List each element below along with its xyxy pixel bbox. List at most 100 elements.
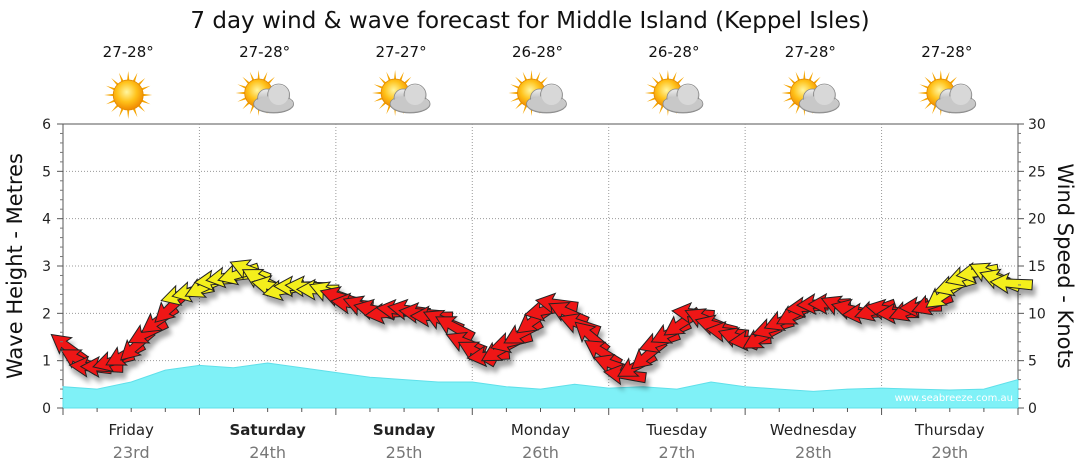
temperature-range: 27-27° [376, 43, 427, 61]
sun-ray [111, 78, 120, 86]
temperature-range: 27-28° [785, 43, 836, 61]
day-labels: Friday 23rd Saturday 24th Sunday 25th Monday 26… [108, 421, 984, 462]
day-date: 29th [931, 443, 968, 462]
day-date: 25th [386, 443, 423, 462]
sun-ray [386, 104, 392, 115]
sun-ray [919, 96, 930, 102]
sun-ray [932, 71, 937, 82]
sun-ray [398, 71, 404, 82]
sun-icon [104, 71, 153, 119]
weather-day: 26-28° [508, 43, 567, 116]
sun-ray [812, 76, 821, 85]
wind-series [50, 259, 1034, 386]
sun-ray [530, 70, 533, 81]
sun-ray [788, 76, 796, 85]
sun-cloud-icon [508, 70, 567, 116]
weather-day: 27-27° [372, 43, 431, 116]
cloud-fill [814, 85, 835, 105]
day-name: Friday [108, 421, 154, 439]
cloud-shape [526, 83, 567, 114]
sun-cloud-icon [781, 70, 840, 116]
left-tick-label: 6 [42, 117, 51, 133]
sun-ray [267, 76, 275, 85]
sun-ray [949, 76, 957, 85]
sun-ray [522, 71, 528, 82]
sun-ray [932, 104, 937, 115]
right-tick-label: 0 [1028, 401, 1037, 417]
cloud-fill [950, 85, 971, 105]
sun-cloud-icon [917, 70, 977, 116]
right-tick-label: 20 [1028, 212, 1046, 228]
sun-ray [262, 71, 268, 82]
weather-day: 27-28° [917, 43, 977, 116]
sun-ray [127, 71, 130, 82]
sun-ray [788, 101, 796, 110]
weather-day: 27-28° [781, 43, 840, 116]
watermark: www.seabreeze.com.au [895, 393, 1013, 404]
wind-arrow [435, 316, 476, 343]
sun-ray [235, 91, 246, 95]
right-tick-label: 5 [1028, 354, 1037, 370]
sun-ray [917, 91, 928, 95]
temperature-range: 26-28° [512, 43, 563, 61]
sun-ray [137, 104, 146, 112]
day-name: Saturday [229, 421, 306, 439]
sun-ray [651, 101, 660, 110]
cloud-shape [389, 83, 431, 114]
left-tick-label: 3 [42, 259, 51, 275]
sun-ray [944, 71, 950, 82]
sun-ray [644, 91, 655, 95]
sun-ray [515, 101, 524, 110]
sun-ray [104, 93, 115, 97]
temperature-range: 27-28° [921, 43, 972, 61]
sun-ray [919, 84, 930, 90]
sun-ray [257, 70, 260, 81]
sun-ray [140, 85, 151, 91]
weather-day: 27-28° [235, 43, 295, 116]
sun-ray [372, 91, 383, 95]
sun-ray [386, 71, 392, 82]
right-tick-label: 25 [1028, 164, 1046, 180]
day-date: 27th [659, 443, 696, 462]
day-date: 23rd [113, 443, 150, 462]
sun-ray [373, 96, 384, 102]
sun-ray [783, 84, 793, 90]
sun-ray [393, 70, 397, 81]
cloud-fill [541, 85, 562, 105]
right-tick-label: 10 [1028, 306, 1046, 322]
cloud-shape [935, 83, 977, 114]
sun-ray [671, 71, 677, 82]
left-tick-label: 1 [42, 354, 51, 370]
sun-ray [237, 84, 248, 90]
sun-ray [242, 101, 251, 110]
cloud-shape [798, 83, 840, 114]
wind-arrow [989, 272, 1034, 295]
weather-row: 27-28° 27-28° 27-27° 26-28° 26-28° 27-28° 27-2… [103, 43, 977, 119]
sun-ray [924, 101, 933, 110]
sun-ray [140, 99, 151, 105]
sun-ray [249, 71, 255, 82]
sun-ray [659, 104, 665, 115]
sun-ray [510, 96, 520, 102]
day-name: Thursday [914, 421, 985, 439]
cloud-fill [405, 85, 426, 105]
sun-ray [515, 76, 524, 85]
day-date: 28th [795, 443, 832, 462]
sun-ray [808, 71, 814, 82]
sun-ray [111, 104, 120, 112]
sun-ray [242, 76, 251, 85]
sun-ray [378, 101, 387, 110]
right-tick-label: 30 [1028, 117, 1046, 133]
wave-series [62, 362, 1019, 409]
left-tick-label: 2 [42, 306, 51, 322]
sun-ray [795, 71, 801, 82]
sun-ray [651, 76, 660, 85]
day-name: Sunday [373, 421, 436, 439]
left-tick-label: 5 [42, 164, 51, 180]
right-tick-label: 15 [1028, 259, 1046, 275]
temperature-range: 26-28° [648, 43, 699, 61]
wave-area [62, 362, 1019, 409]
cloud-shape [662, 83, 704, 114]
